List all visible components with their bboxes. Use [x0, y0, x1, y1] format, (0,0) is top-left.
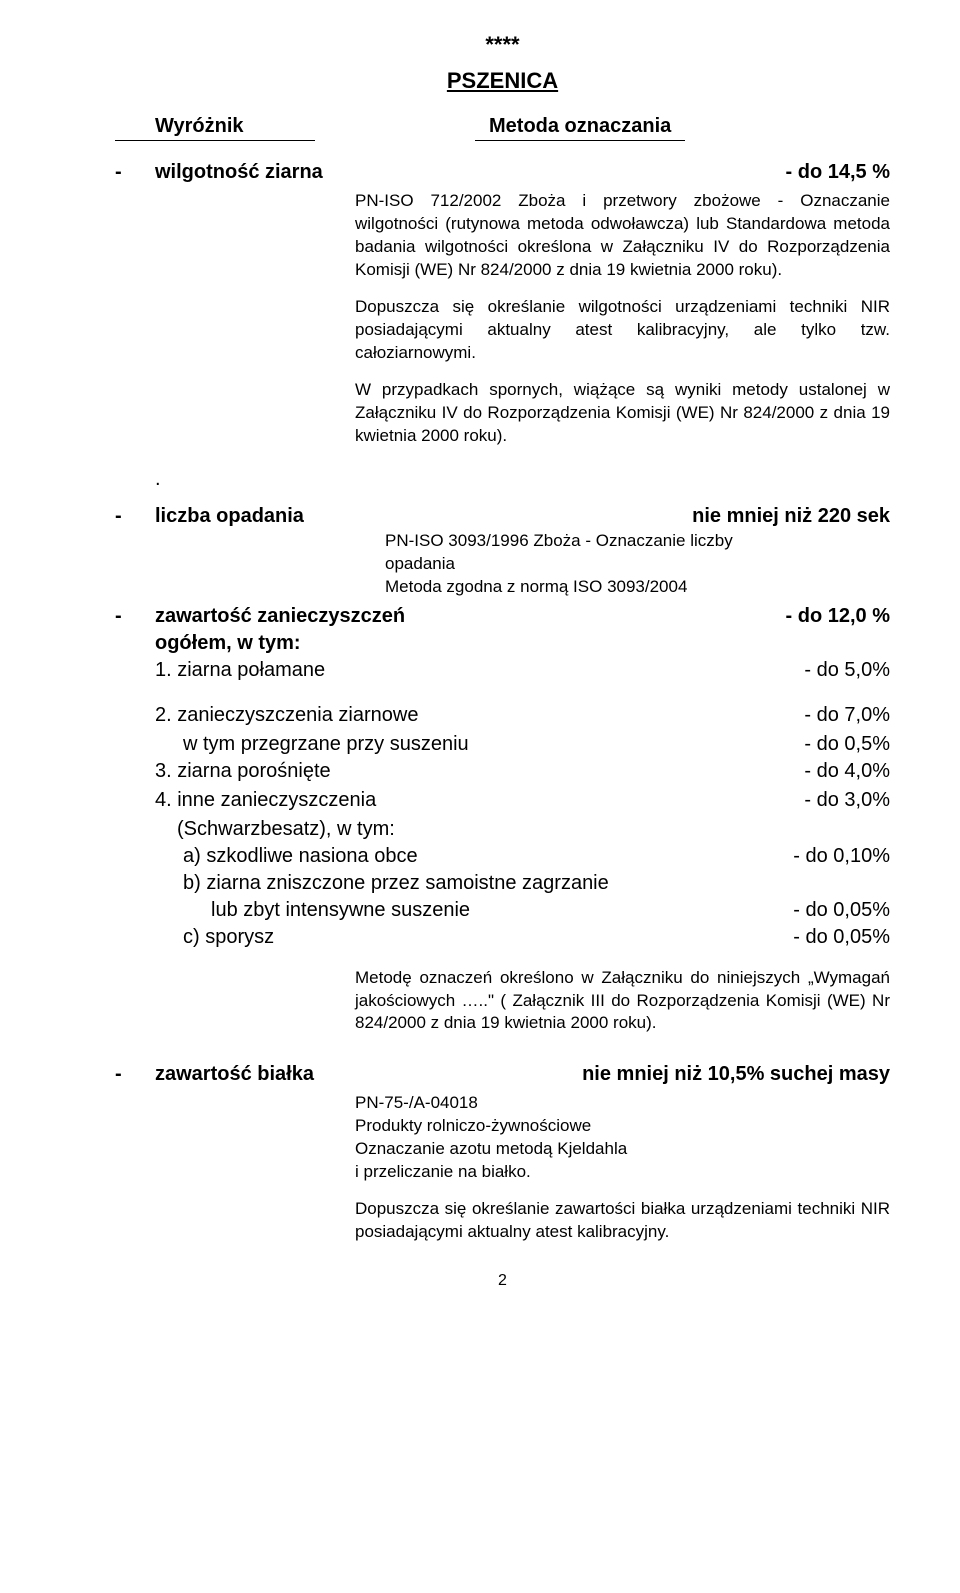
list-subitem: a) szkodliwe nasiona obce - do 0,10%: [183, 843, 890, 870]
item-2a-label: w tym przegrzane przy suszeniu: [183, 731, 804, 758]
item-2-value: - do 7,0%: [804, 702, 890, 729]
row-impurity: - zawartość zanieczyszczeń - do 12,0 %: [115, 603, 890, 630]
list-subitem: lub zbyt intensywne suszenie - do 0,05%: [211, 897, 890, 924]
protein-paragraphs: PN-75-/A-04018 Produkty rolniczo-żywnośc…: [355, 1092, 890, 1244]
list-item: 4. inne zanieczyszczenia - do 3,0%: [155, 787, 890, 814]
moisture-p2: Dopuszcza się określanie wilgotności urz…: [355, 296, 890, 365]
dash: -: [115, 159, 155, 186]
falling-value: nie mniej niż 220 sek: [692, 503, 890, 530]
protein-p4: i przeliczanie na białko.: [355, 1161, 890, 1184]
page-title: PSZENICA: [115, 66, 890, 96]
row-falling: - liczba opadania nie mniej niż 220 sek: [115, 503, 890, 530]
falling-s3: Metoda zgodna z normą ISO 3093/2004: [385, 576, 890, 599]
item-2-label: 2. zanieczyszczenia ziarnowe: [155, 702, 804, 729]
row-moisture: - wilgotność ziarna - do 14,5 %: [115, 159, 890, 186]
list-item: 3. ziarna porośnięte - do 4,0%: [155, 758, 890, 785]
method-note: Metodę oznaczeń określono w Załączniku d…: [355, 967, 890, 1036]
moisture-label: wilgotność ziarna: [155, 159, 786, 186]
item-2a-value: - do 0,5%: [804, 731, 890, 758]
protein-label: zawartość białka: [155, 1061, 582, 1088]
moisture-paragraphs: PN-ISO 712/2002 Zboża i przetwory zbożow…: [355, 190, 890, 447]
row-protein: - zawartość białka nie mniej niż 10,5% s…: [115, 1061, 890, 1088]
falling-sub: PN-ISO 3093/1996 Zboża - Oznaczanie licz…: [385, 530, 890, 599]
column-headers: Wyróżnik Metoda oznaczania: [115, 113, 890, 141]
item-1-value: - do 5,0%: [804, 657, 890, 684]
item-c-value: - do 0,05%: [793, 924, 890, 951]
protein-value: nie mniej niż 10,5% suchej masy: [582, 1061, 890, 1088]
list-subitem: c) sporysz - do 0,05%: [183, 924, 890, 951]
item-3-label: 3. ziarna porośnięte: [155, 758, 804, 785]
item-3-value: - do 4,0%: [804, 758, 890, 785]
header-left: Wyróżnik: [115, 113, 315, 141]
moisture-p1: PN-ISO 712/2002 Zboża i przetwory zbożow…: [355, 190, 890, 282]
falling-s2: opadania: [385, 553, 890, 576]
moisture-value: - do 14,5 %: [786, 159, 890, 186]
moisture-p3: W przypadkach spornych, wiążące są wynik…: [355, 379, 890, 448]
stars-divider: ****: [115, 30, 890, 60]
falling-s1: PN-ISO 3093/1996 Zboża - Oznaczanie licz…: [385, 530, 890, 553]
list-item: 1. ziarna połamane - do 5,0%: [155, 657, 890, 684]
list-subitem: w tym przegrzane przy suszeniu - do 0,5%: [183, 731, 890, 758]
item-a-label: a) szkodliwe nasiona obce: [183, 843, 793, 870]
protein-p3: Oznaczanie azotu metodą Kjeldahla: [355, 1138, 890, 1161]
falling-label: liczba opadania: [155, 503, 692, 530]
protein-p1: PN-75-/A-04018: [355, 1092, 890, 1115]
item-1-label: 1. ziarna połamane: [155, 657, 804, 684]
document-page: **** PSZENICA Wyróżnik Metoda oznaczania…: [0, 0, 960, 1332]
impurity-sub: ogółem, w tym:: [155, 630, 890, 657]
item-4-label: 4. inne zanieczyszczenia: [155, 787, 804, 814]
list-item: 2. zanieczyszczenia ziarnowe - do 7,0%: [155, 702, 890, 729]
item-4-sub: (Schwarzbesatz), w tym:: [177, 816, 890, 843]
protein-p2: Produkty rolniczo-żywnościowe: [355, 1115, 890, 1138]
item-b-label: lub zbyt intensywne suszenie: [211, 897, 793, 924]
item-4-value: - do 3,0%: [804, 787, 890, 814]
impurity-label: zawartość zanieczyszczeń: [155, 603, 786, 630]
page-number: 2: [115, 1270, 890, 1292]
lone-dot: .: [155, 466, 890, 493]
item-a-value: - do 0,10%: [793, 843, 890, 870]
protein-p5: Dopuszcza się określanie zawartości biał…: [355, 1198, 890, 1244]
header-right: Metoda oznaczania: [475, 113, 685, 141]
item-b-line1: b) ziarna zniszczone przez samoistne zag…: [183, 870, 890, 897]
impurity-value: - do 12,0 %: [786, 603, 890, 630]
item-c-label: c) sporysz: [183, 924, 793, 951]
impurity-list: 1. ziarna połamane - do 5,0% 2. zanieczy…: [155, 657, 890, 951]
item-b-value: - do 0,05%: [793, 897, 890, 924]
